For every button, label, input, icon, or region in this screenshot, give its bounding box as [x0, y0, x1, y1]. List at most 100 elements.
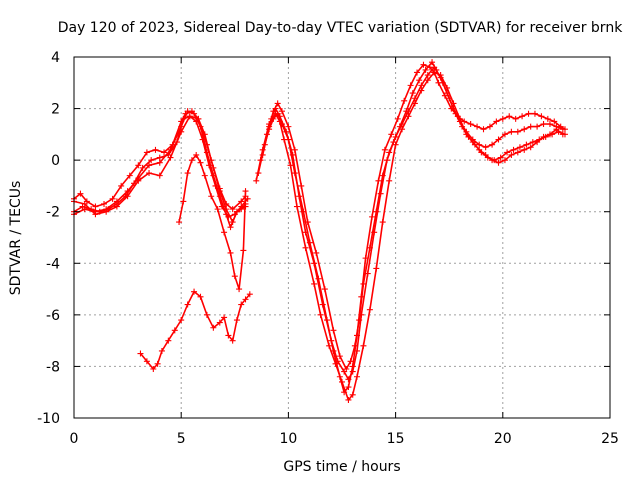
- data-point: [124, 188, 131, 195]
- data-point: [156, 159, 163, 166]
- data-point: [540, 133, 547, 140]
- data-point: [317, 311, 324, 318]
- data-point: [135, 177, 142, 184]
- data-point: [559, 131, 566, 138]
- data-point: [493, 118, 500, 125]
- data-point: [330, 327, 337, 334]
- data-point: [354, 373, 361, 380]
- data-point: [386, 149, 393, 156]
- data-point: [523, 141, 530, 148]
- data-point: [193, 151, 200, 158]
- data-point: [354, 347, 361, 354]
- data-point: [171, 327, 178, 334]
- data-point: [521, 146, 528, 153]
- data-point: [388, 131, 395, 138]
- data-point: [486, 123, 493, 130]
- data-point: [399, 126, 406, 133]
- data-point: [416, 77, 423, 84]
- data-point: [304, 219, 311, 226]
- series-line: [259, 61, 566, 381]
- data-point: [197, 159, 204, 166]
- data-point: [336, 353, 343, 360]
- data-point: [77, 190, 84, 197]
- data-point: [422, 66, 429, 73]
- data-point: [208, 193, 215, 200]
- data-point: [103, 208, 110, 215]
- data-point: [540, 121, 547, 128]
- grid-lines: [74, 57, 610, 418]
- chart-title: Day 120 of 2023, Sidereal Day-to-day VTE…: [58, 20, 623, 36]
- data-point: [499, 115, 506, 122]
- data-point: [345, 384, 352, 391]
- data-point: [223, 206, 230, 213]
- data-point: [525, 110, 532, 117]
- data-point: [146, 170, 153, 177]
- y-tick-label: -8: [46, 359, 60, 375]
- series-line: [257, 63, 566, 394]
- data-point: [229, 206, 236, 213]
- data-point: [482, 144, 489, 151]
- data-point: [456, 115, 463, 122]
- data-point: [186, 113, 193, 120]
- data-point: [225, 332, 232, 339]
- data-point: [401, 97, 408, 104]
- data-point: [467, 121, 474, 128]
- data-point: [476, 146, 483, 153]
- data-point: [482, 151, 489, 158]
- data-point: [233, 208, 240, 215]
- data-point: [418, 87, 425, 94]
- y-axis-label: SDTVAR / TECUs: [8, 181, 24, 296]
- data-point: [184, 301, 191, 308]
- series-line: [139, 290, 251, 370]
- data-point: [154, 360, 161, 367]
- data-point: [161, 149, 168, 156]
- y-tick-label: -10: [37, 411, 60, 427]
- y-axis-tick-labels: -10 -8 -6 -4 -2 0 2 4: [37, 50, 60, 427]
- data-point: [184, 170, 191, 177]
- y-tick-label: -4: [46, 256, 60, 272]
- data-point: [156, 172, 163, 179]
- x-tick-label: 15: [387, 431, 405, 447]
- data-point: [534, 139, 541, 146]
- data-point: [210, 164, 217, 171]
- series-track-6: [137, 288, 253, 373]
- data-point: [345, 396, 352, 403]
- data-point: [386, 177, 393, 184]
- data-point: [281, 136, 288, 143]
- x-tick-label: 0: [70, 431, 79, 447]
- data-point: [497, 154, 504, 161]
- data-point: [240, 247, 247, 254]
- data-point: [514, 149, 521, 156]
- data-point: [418, 82, 425, 89]
- data-point: [392, 141, 399, 148]
- data-point: [366, 306, 373, 313]
- data-point: [298, 182, 305, 189]
- data-point: [180, 198, 187, 205]
- data-point: [345, 376, 352, 383]
- data-point: [238, 301, 245, 308]
- data-point: [424, 72, 431, 79]
- data-point: [287, 162, 294, 169]
- data-point: [191, 288, 198, 295]
- data-point: [321, 286, 328, 293]
- data-point: [238, 198, 245, 205]
- data-point: [527, 144, 534, 151]
- data-point: [150, 366, 157, 373]
- data-point: [559, 126, 566, 133]
- data-point: [450, 100, 457, 107]
- data-point: [489, 157, 496, 164]
- data-point: [339, 378, 345, 385]
- data-point: [293, 203, 300, 210]
- data-point: [197, 293, 204, 300]
- x-tick-label: 10: [279, 431, 297, 447]
- x-tick-label: 5: [177, 431, 186, 447]
- data-point: [221, 229, 228, 236]
- data-point: [360, 342, 367, 349]
- data-point: [311, 260, 318, 267]
- data-point: [184, 108, 191, 115]
- data-point: [253, 177, 260, 184]
- data-point: [227, 224, 234, 231]
- axis-ticks: [73, 56, 611, 419]
- data-point: [437, 72, 444, 79]
- data-point: [283, 128, 290, 135]
